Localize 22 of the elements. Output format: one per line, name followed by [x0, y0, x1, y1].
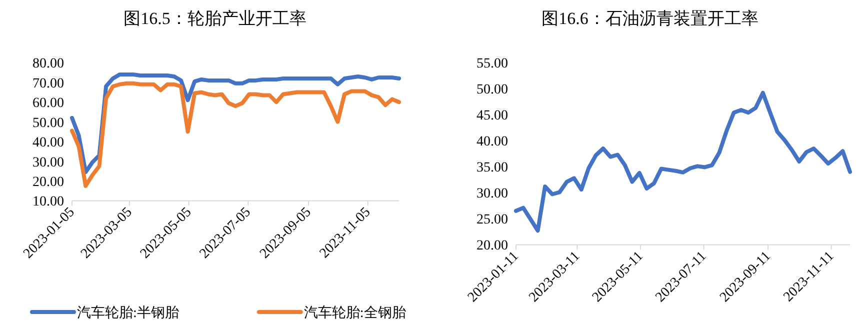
y-tick-label: 60.00 [32, 96, 64, 112]
line-series [70, 81, 401, 188]
y-tick-label: 40.00 [32, 136, 64, 151]
y-tick-label: 50.00 [32, 116, 64, 131]
y-tick-label: 30.00 [32, 155, 64, 170]
legend-label: 汽车轮胎:半钢胎 [77, 305, 179, 321]
y-tick-label: 20.00 [32, 174, 64, 190]
y-tick-label: 80.00 [32, 56, 64, 72]
y-tick-label: 70.00 [32, 76, 64, 92]
line-series [514, 90, 852, 233]
y-tick-label: 30.00 [476, 186, 508, 202]
y-tick-label: 50.00 [476, 82, 508, 98]
y-tick-label: 35.00 [476, 160, 508, 176]
legend-label: 汽车轮胎:全钢胎 [304, 305, 406, 321]
chart-title: 图16.6：石油沥青装置开工率 [542, 9, 758, 28]
y-tick-label: 25.00 [476, 212, 508, 228]
chart-title: 图16.5：轮胎产业开工率 [124, 9, 306, 28]
y-tick-label: 55.00 [476, 56, 508, 72]
y-tick-label: 40.00 [476, 134, 508, 150]
y-tick-label: 10.00 [32, 194, 64, 210]
y-tick-label: 20.00 [476, 238, 508, 254]
y-tick-label: 45.00 [476, 108, 508, 124]
